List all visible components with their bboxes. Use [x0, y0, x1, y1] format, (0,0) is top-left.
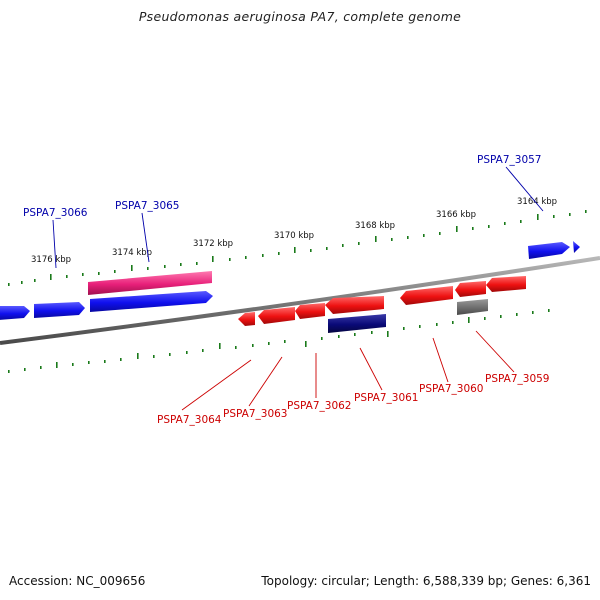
forward-tick-track: [8, 210, 587, 286]
gene-label[interactable]: PSPA7_3060: [419, 383, 484, 395]
forward-gene-arrow[interactable]: [88, 271, 212, 295]
reverse-gene-arrow[interactable]: [295, 303, 325, 319]
tick-label: 3174 kbp: [112, 248, 152, 258]
accession-label: Accession: NC_009656: [9, 574, 146, 588]
reverse-gene-arrow[interactable]: [486, 276, 526, 292]
gene-label[interactable]: PSPA7_3057: [477, 154, 542, 166]
gene-label[interactable]: PSPA7_3065: [115, 200, 180, 212]
tick-label: 3166 kbp: [436, 210, 476, 220]
map-title: Pseudomonas aeruginosa PA7, complete gen…: [138, 9, 462, 24]
forward-gene-labels: PSPA7_3066 PSPA7_3065 PSPA7_3057: [23, 154, 542, 219]
tick-label: 3176 kbp: [31, 255, 71, 265]
gene-label[interactable]: PSPA7_3064: [157, 414, 222, 426]
gene-label[interactable]: PSPA7_3061: [354, 392, 419, 404]
reverse-gene-labels: PSPA7_3064 PSPA7_3063 PSPA7_3062 PSPA7_3…: [157, 373, 550, 426]
tick-labels: 3176 kbp 3174 kbp 3172 kbp 3170 kbp 3168…: [31, 197, 557, 265]
reverse-tick-track: [8, 309, 550, 373]
reverse-gene-arrow[interactable]: [325, 296, 384, 314]
forward-genes: [0, 241, 580, 320]
tick-label: 3170 kbp: [274, 231, 314, 241]
gene-label[interactable]: PSPA7_3066: [23, 207, 88, 219]
forward-gene-arrow[interactable]: [0, 306, 30, 320]
forward-gene-arrow[interactable]: [573, 241, 580, 253]
gene-label[interactable]: PSPA7_3059: [485, 373, 550, 385]
reverse-gene-arrow[interactable]: [457, 299, 488, 315]
reverse-gene-arrow[interactable]: [400, 286, 453, 305]
forward-gene-arrow[interactable]: [90, 291, 213, 312]
tick-label: 3168 kbp: [355, 221, 395, 231]
genome-summary: Topology: circular; Length: 6,588,339 bp…: [261, 574, 591, 588]
genome-backbone: [0, 256, 600, 345]
reverse-gene-arrow[interactable]: [328, 314, 386, 333]
forward-gene-arrow[interactable]: [34, 302, 85, 318]
reverse-gene-arrow[interactable]: [455, 281, 486, 297]
reverse-gene-arrow[interactable]: [258, 307, 295, 324]
tick-label: 3164 kbp: [517, 197, 557, 207]
forward-gene-arrow[interactable]: [528, 242, 570, 259]
reverse-gene-arrow[interactable]: [238, 312, 255, 326]
reverse-genes: [238, 276, 526, 333]
gene-label[interactable]: PSPA7_3062: [287, 400, 352, 412]
tick-label: 3172 kbp: [193, 239, 233, 249]
gene-label[interactable]: PSPA7_3063: [223, 408, 288, 420]
leader-lines: [52, 166, 544, 411]
